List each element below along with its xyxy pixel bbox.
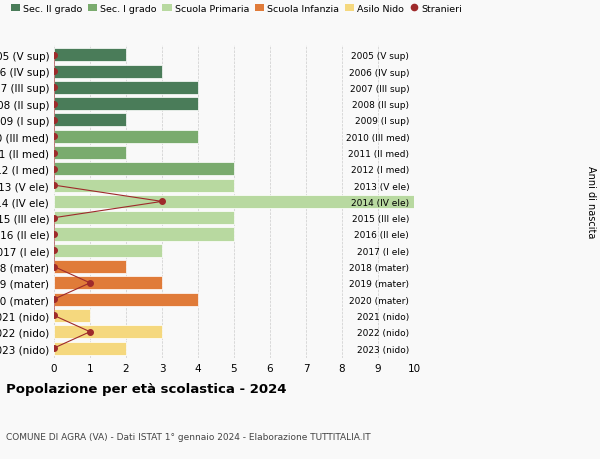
Bar: [54, 261, 126, 274]
Bar: [54, 293, 198, 306]
Bar: [54, 98, 198, 111]
Bar: [54, 114, 126, 127]
Bar: [54, 49, 126, 62]
Bar: [54, 130, 198, 143]
Bar: [54, 309, 90, 322]
Bar: [54, 196, 414, 208]
Bar: [54, 82, 198, 95]
Bar: [54, 163, 234, 176]
Bar: [54, 65, 162, 78]
Bar: [54, 342, 126, 355]
Bar: [54, 325, 162, 339]
Text: Anni di nascita: Anni di nascita: [586, 166, 596, 238]
Legend: Sec. II grado, Sec. I grado, Scuola Primaria, Scuola Infanzia, Asilo Nido, Stran: Sec. II grado, Sec. I grado, Scuola Prim…: [11, 5, 463, 14]
Text: Popolazione per età scolastica - 2024: Popolazione per età scolastica - 2024: [6, 382, 287, 395]
Bar: [54, 147, 126, 160]
Text: COMUNE DI AGRA (VA) - Dati ISTAT 1° gennaio 2024 - Elaborazione TUTTITALIA.IT: COMUNE DI AGRA (VA) - Dati ISTAT 1° genn…: [6, 431, 371, 441]
Bar: [54, 244, 162, 257]
Bar: [54, 179, 234, 192]
Bar: [54, 277, 162, 290]
Bar: [54, 228, 234, 241]
Bar: [54, 212, 234, 225]
